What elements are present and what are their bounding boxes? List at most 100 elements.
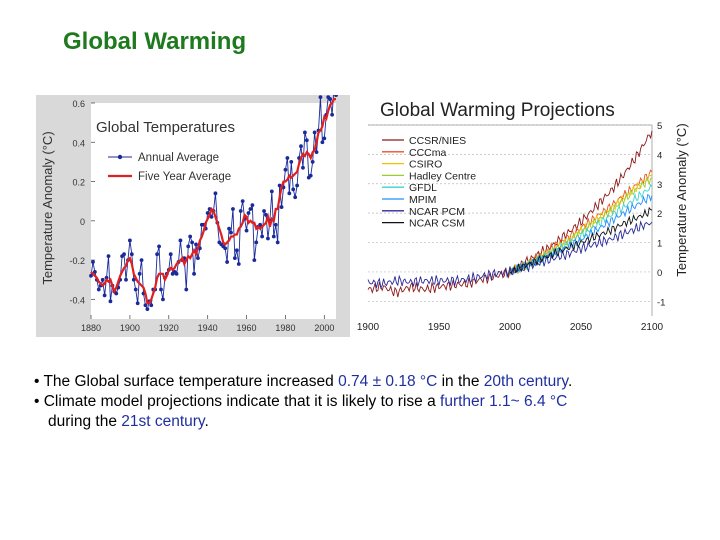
legend-marker	[117, 154, 123, 160]
data-point	[124, 277, 128, 282]
legend-label: Five Year Average	[138, 171, 231, 183]
data-point	[225, 260, 230, 264]
series-line	[367, 220, 653, 290]
y-axis-label: Temperature Anomaly (°C)	[40, 131, 55, 284]
data-point	[236, 262, 241, 266]
data-point	[194, 242, 198, 247]
data-point	[114, 291, 119, 296]
x-tick-label: 1960	[237, 323, 257, 333]
x-tick-label: 1980	[275, 323, 295, 333]
data-point	[131, 277, 136, 282]
data-point	[168, 252, 173, 257]
legend-label: CCSR/NIES	[409, 135, 466, 147]
data-point	[244, 228, 249, 233]
data-point	[248, 207, 253, 211]
bullet-list: • The Global surface temperature increas…	[34, 372, 694, 432]
data-point	[135, 301, 140, 306]
data-point	[227, 226, 231, 231]
data-point	[231, 207, 235, 211]
bullet-item: • The Global surface temperature increas…	[34, 372, 694, 392]
data-point	[291, 187, 296, 192]
data-point	[161, 297, 165, 302]
data-point	[312, 130, 317, 135]
x-tick-label: 2000	[314, 323, 334, 333]
x-tick-label: 1950	[428, 322, 451, 333]
x-tick-label: 1880	[81, 323, 101, 333]
bullet-text: • Climate model projections indicate tha…	[34, 393, 441, 410]
data-point	[157, 244, 161, 249]
highlighted-text: 0.74 ± 0.18 °C	[338, 373, 438, 390]
y-tick-label: 0.2	[72, 178, 85, 188]
y-tick-label: 0.6	[72, 99, 85, 109]
data-point	[299, 144, 303, 149]
x-tick-label: 1900	[357, 322, 380, 333]
highlighted-text: further 1.1~ 6.4 °C	[440, 393, 568, 410]
data-point	[92, 269, 97, 274]
data-point	[287, 191, 292, 196]
data-point	[318, 95, 323, 100]
bullet-text: in the	[437, 373, 484, 390]
data-point	[104, 275, 109, 280]
y-tick-label: 2	[657, 209, 662, 220]
series-line	[90, 97, 336, 305]
data-point	[246, 211, 251, 215]
y-tick-label: 5	[657, 121, 662, 132]
data-point	[209, 214, 214, 219]
data-point	[250, 203, 255, 208]
data-point	[108, 299, 113, 304]
data-point	[129, 252, 134, 257]
y-tick-label: 3	[657, 180, 662, 191]
y-tick-label: 1	[657, 239, 662, 250]
x-tick-label: 2050	[570, 322, 593, 333]
data-point	[186, 244, 191, 249]
data-point	[260, 234, 265, 239]
data-point	[188, 234, 193, 239]
legend-label: GFDL	[409, 182, 437, 194]
data-point	[283, 167, 288, 172]
data-point	[277, 183, 282, 188]
y-tick-label: -0.2	[69, 256, 85, 266]
data-point	[155, 252, 160, 257]
data-point	[310, 160, 315, 164]
data-point	[100, 277, 105, 282]
series-line	[509, 169, 653, 275]
data-point	[149, 303, 154, 308]
data-point	[330, 112, 335, 117]
data-point	[238, 209, 243, 213]
bullet-item: • Climate model projections indicate tha…	[34, 392, 694, 412]
data-point	[295, 183, 300, 188]
highlighted-text: 21st century	[121, 413, 205, 430]
data-point	[91, 260, 95, 264]
data-point	[137, 271, 142, 276]
data-point	[96, 287, 101, 292]
data-point	[293, 195, 298, 200]
data-point	[159, 287, 163, 292]
data-point	[178, 238, 183, 243]
y-tick-label: -1	[657, 297, 665, 308]
data-point	[205, 211, 210, 215]
data-point	[139, 258, 144, 262]
data-point	[145, 307, 150, 312]
slide-title: Global Warming	[63, 28, 247, 55]
data-point	[334, 95, 338, 98]
y-tick-label: -0.4	[69, 295, 85, 305]
bullet-text: during the	[48, 413, 122, 430]
data-point	[262, 209, 266, 213]
data-point	[271, 234, 276, 239]
data-point	[285, 156, 290, 160]
data-point	[122, 252, 126, 257]
data-point	[127, 238, 132, 243]
legend-label: NCAR CSM	[409, 218, 465, 230]
data-point	[143, 303, 148, 308]
data-point	[106, 254, 111, 259]
data-point	[320, 140, 325, 145]
highlighted-text: 20th century	[483, 373, 568, 390]
series-line	[509, 206, 653, 274]
x-tick-label: 2100	[641, 322, 664, 333]
data-point	[184, 287, 189, 292]
x-tick-label: 1920	[159, 323, 179, 333]
y-tick-label: 4	[657, 150, 662, 161]
legend-label: Annual Average	[138, 152, 219, 164]
data-point	[279, 205, 284, 209]
data-point	[258, 222, 263, 227]
